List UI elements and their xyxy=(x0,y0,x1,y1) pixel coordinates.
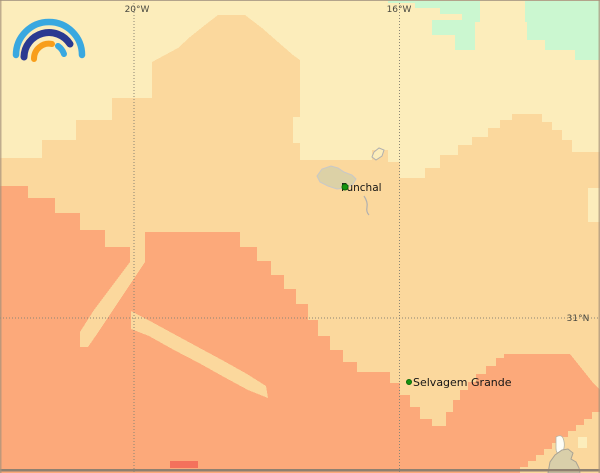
region-salmon-main xyxy=(0,186,600,473)
region-green-1 xyxy=(388,0,480,22)
island-desertas xyxy=(363,195,370,216)
logo-outer-arc xyxy=(12,18,86,59)
place-label-selvagem-grande: Selvagem Grande xyxy=(413,376,512,389)
place-label-funchal: Funchal xyxy=(341,182,382,194)
rainbow-logo-icon[interactable] xyxy=(6,6,94,68)
grid-label-31n: 31°N xyxy=(567,314,590,324)
island-madeira xyxy=(316,165,357,190)
logo-inner-orange-arc xyxy=(31,40,55,62)
region-tan-slash-diagonal xyxy=(131,311,268,398)
region-green-2 xyxy=(525,0,600,60)
logo-inner-cyan-arc xyxy=(55,43,67,57)
place-marker-funchal xyxy=(341,183,349,191)
map-frame-right xyxy=(598,0,600,473)
region-cream-notch xyxy=(588,188,600,222)
place-marker-selvagem-grande xyxy=(406,379,412,385)
logo-middle-arc xyxy=(20,29,74,61)
region-cream-top xyxy=(0,0,600,178)
map-frame-bottom xyxy=(0,469,600,472)
region-cream-pixel xyxy=(578,437,587,448)
region-red xyxy=(170,461,198,468)
grid-label-16w: 16°W xyxy=(387,5,412,15)
map-frame-top xyxy=(0,0,600,1)
region-tan-slash-left xyxy=(80,262,145,347)
island-porto-santo xyxy=(371,147,385,161)
map-frame-left xyxy=(0,0,2,473)
grid-label-20w: 20°W xyxy=(125,5,150,15)
region-green-3 xyxy=(432,20,475,50)
